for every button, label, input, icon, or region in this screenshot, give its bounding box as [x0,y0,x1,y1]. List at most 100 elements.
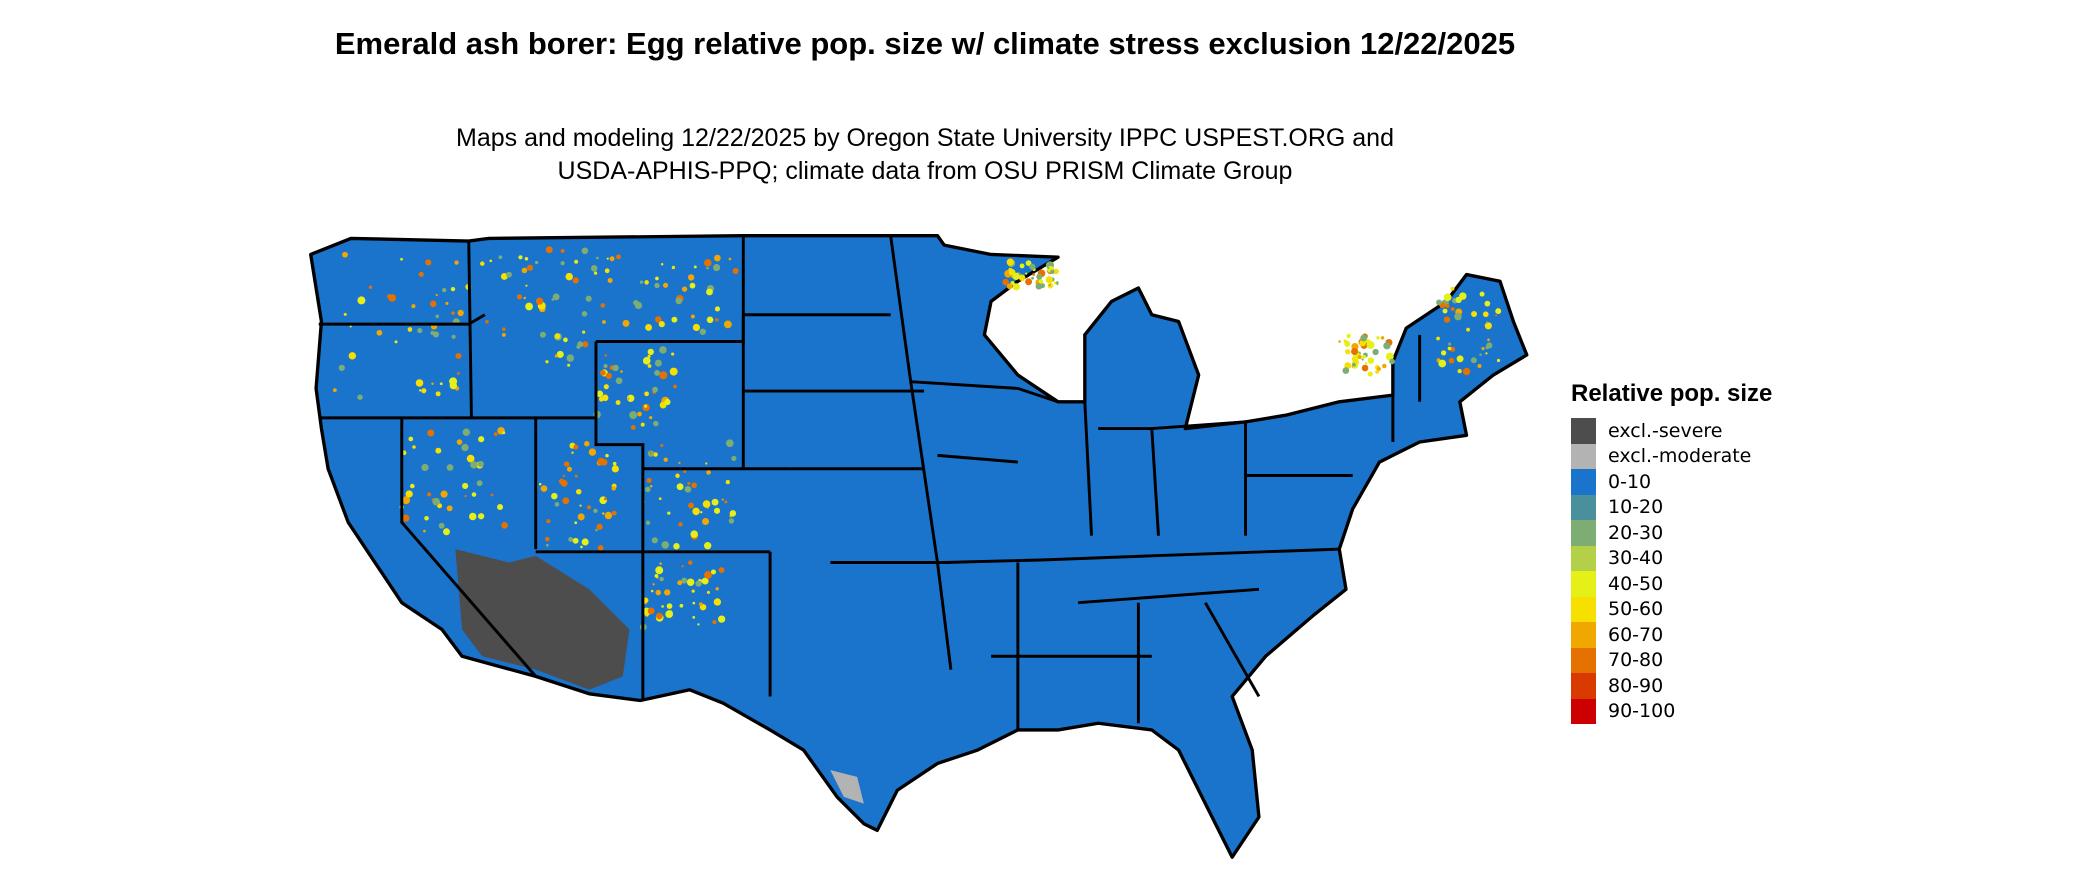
hotspot-patch [410,483,415,489]
hotspot-patch [706,470,711,475]
hotspot-patch [1456,355,1464,363]
hotspot-patch [506,271,512,278]
hotspot-patch [1364,362,1368,365]
hotspot-patch [338,364,345,371]
hotspot-patch [535,297,544,305]
hotspot-patch [342,251,348,258]
hotspot-patch [683,470,687,474]
hotspot-patch [1481,347,1485,351]
legend-label: excl.-severe [1608,419,1723,442]
us-landmass [309,234,1529,859]
hotspot-patch [671,316,678,323]
hotspot-patch [562,497,570,505]
hotspot-patch [626,394,635,403]
hotspot-patch [611,465,619,473]
hotspot-patch [700,511,703,514]
hotspot-patch [545,360,549,364]
hotspot-patch [646,477,652,483]
hotspot-patch [652,583,655,586]
hotspot-patch [714,306,721,312]
hotspot-patch [579,504,582,507]
hotspot-patch [405,490,413,498]
hotspot-patch [714,254,721,262]
hotspot-patch [525,302,533,311]
map-title: Emerald ash borer: Egg relative pop. siz… [334,26,1516,61]
hotspot-patch [457,309,464,317]
hotspot-patch [442,287,447,293]
hotspot-patch [706,316,714,324]
hotspot-patch [654,369,660,376]
hotspot-patch [394,340,398,344]
hotspot-patch [615,377,623,385]
hotspot-patch [571,451,574,454]
hotspot-patch [678,461,681,465]
hotspot-patch [658,321,665,328]
hotspot-patch [552,293,560,301]
hotspot-patch [539,331,546,338]
hotspot-patch [706,266,709,270]
hotspot-patch [1025,260,1032,267]
hotspot-patch [1338,340,1341,343]
hotspot-patch [477,513,485,520]
hotspot-patch [477,460,484,468]
hotspot-patch [684,485,692,493]
hotspot-patch [449,377,458,386]
hotspot-patch [418,389,422,392]
hotspot-patch [1484,300,1491,307]
hotspot-patch [1442,308,1448,314]
subtitle-line-1: Maps and modeling 12/22/2025 by Oregon S… [456,124,1394,152]
hotspot-patch [634,301,643,310]
hotspot-patch [466,454,475,463]
hotspot-patch [1008,267,1013,272]
hotspot-patch [600,303,606,308]
hotspot-patch [642,357,651,365]
hotspot-patch [659,562,662,565]
hotspot-patch [602,320,606,324]
hotspot-patch [1375,370,1380,374]
hotspot-patch [1025,272,1028,275]
legend-item: 20-30 [1571,520,1772,546]
hotspot-patch [717,615,726,623]
hotspot-patch [692,616,696,619]
hotspot-patch [637,411,642,417]
hotspot-patch [545,543,549,547]
hotspot-patch [681,286,688,292]
hotspot-patch [497,504,504,511]
hotspot-patch [1036,273,1043,280]
hotspot-patch [438,522,445,529]
hotspot-patch [415,379,424,387]
hotspot-patch [616,254,621,260]
hotspot-patch [612,461,617,466]
legend-item: 10-20 [1571,494,1772,520]
legend-label: excl.-moderate [1608,445,1752,468]
hotspot-patch [1351,347,1359,356]
hotspot-patch [417,327,423,334]
legend-swatch [1571,545,1596,571]
hotspot-patch [705,462,708,465]
hotspot-patch [425,259,432,266]
hotspot-patch [455,352,462,359]
hotspot-patch [723,320,732,329]
hotspot-patch [560,261,565,266]
hotspot-patch [660,443,664,447]
hotspot-patch [1385,352,1394,361]
legend-label: 80-90 [1608,674,1664,697]
hotspot-patch [593,271,598,275]
hotspot-patch [678,522,683,527]
legend-swatch [1571,520,1596,546]
hotspot-patch [1343,339,1347,343]
hotspot-patch [566,354,575,362]
hotspot-patch [464,494,467,498]
legend-swatch [1571,418,1596,444]
hotspot-patch [501,522,508,529]
legend-label: 20-30 [1608,521,1664,544]
hotspot-patch [582,330,586,334]
hotspot-patch [1359,339,1366,347]
legend-item: 50-60 [1571,596,1772,622]
hotspot-patch [573,444,579,450]
hotspot-patch [692,507,700,516]
legend-item: excl.-moderate [1571,443,1772,469]
hotspot-patch [560,248,565,253]
hotspot-patch [1438,359,1447,368]
hotspot-patch [595,528,598,532]
